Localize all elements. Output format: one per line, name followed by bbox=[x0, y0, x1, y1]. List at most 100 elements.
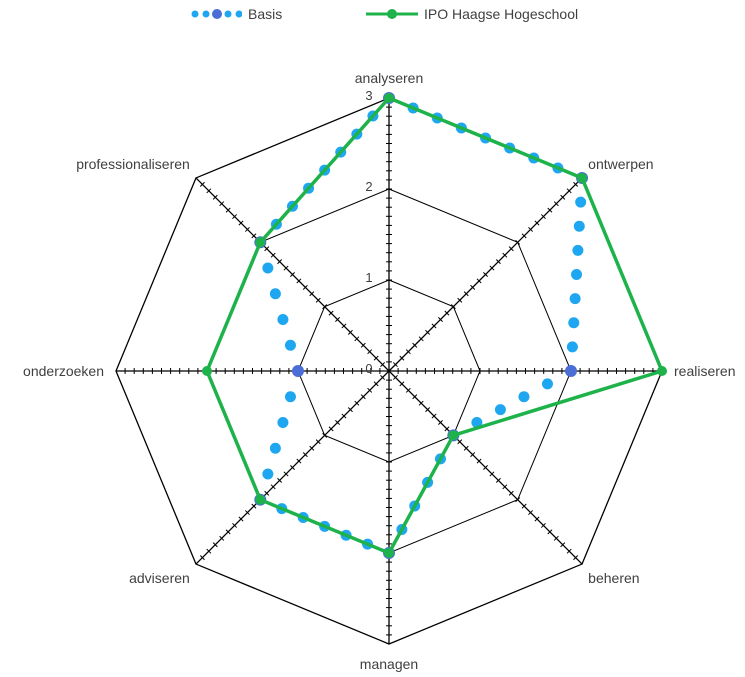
spoke-tick bbox=[380, 362, 386, 368]
ipo-point-onderzoeken bbox=[202, 366, 212, 376]
basis-dot bbox=[284, 339, 296, 351]
spoke-tick bbox=[489, 265, 495, 271]
spoke-tick bbox=[399, 381, 405, 387]
spoke-tick bbox=[232, 522, 238, 528]
spoke-tick bbox=[380, 374, 386, 380]
spoke-tick bbox=[212, 194, 218, 200]
basis-dot bbox=[568, 317, 580, 329]
spoke-tick bbox=[566, 188, 572, 194]
legend-label-ipo: IPO Haagse Hogeschool bbox=[424, 6, 579, 22]
spoke-tick bbox=[335, 317, 340, 322]
spoke-tick bbox=[502, 484, 508, 490]
spoke-tick bbox=[354, 400, 360, 406]
spoke-tick bbox=[560, 542, 566, 548]
spoke-tick bbox=[463, 445, 469, 451]
legend-label-basis: Basis bbox=[248, 6, 283, 22]
legend-item-ipo: IPO Haagse Hogeschool bbox=[366, 6, 578, 22]
radar-labels: 0 1 2 3 analyseren ontwerpen realiseren beheren… bbox=[23, 70, 735, 672]
spoke-tick bbox=[367, 387, 373, 393]
spoke-tick bbox=[470, 284, 476, 290]
spoke-tick bbox=[354, 336, 360, 342]
spoke-tick bbox=[277, 477, 283, 483]
axis-label-realiseren: realiseren bbox=[674, 363, 735, 379]
spoke-tick bbox=[206, 548, 212, 554]
ipo-point-beheren bbox=[448, 430, 459, 441]
spoke-tick bbox=[438, 420, 443, 425]
spoke-tick bbox=[444, 310, 450, 316]
spoke-tick bbox=[296, 458, 302, 464]
basis-dot bbox=[494, 404, 506, 416]
basis-point-realiseren bbox=[565, 365, 577, 377]
spoke-tick bbox=[553, 201, 559, 207]
spoke-tick bbox=[405, 387, 411, 393]
spoke-tick bbox=[309, 445, 315, 451]
spoke-tick bbox=[341, 323, 347, 329]
spoke-tick bbox=[528, 226, 534, 232]
ipo-point-professionaliseren bbox=[255, 237, 266, 248]
spoke-tick bbox=[341, 413, 347, 419]
legend: Basis IPO Haagse Hogeschool bbox=[0, 6, 745, 30]
spoke-tick bbox=[502, 252, 508, 258]
spoke-tick bbox=[315, 297, 321, 303]
legend-swatch-ipo bbox=[366, 9, 418, 19]
spoke-tick bbox=[457, 297, 463, 303]
spoke-tick bbox=[283, 265, 289, 271]
spoke-tick bbox=[489, 471, 495, 477]
spoke-tick bbox=[199, 181, 205, 187]
spoke-tick bbox=[431, 323, 437, 329]
spoke-tick bbox=[322, 304, 328, 310]
spoke-tick bbox=[225, 529, 231, 535]
spoke-tick bbox=[540, 214, 546, 220]
axis-label-managen: managen bbox=[360, 656, 418, 672]
spoke-tick bbox=[418, 336, 424, 342]
ipo-point-analyseren bbox=[384, 93, 394, 103]
spoke-tick bbox=[290, 465, 295, 470]
basis-dot bbox=[262, 468, 274, 480]
spoke-tick bbox=[360, 394, 366, 400]
basis-dot bbox=[277, 314, 289, 326]
spoke-tick bbox=[302, 284, 308, 290]
spoke-tick bbox=[412, 394, 418, 400]
ipo-point-ontwerpen bbox=[577, 172, 588, 183]
spoke-tick bbox=[534, 516, 540, 522]
spoke-tick bbox=[521, 233, 527, 239]
r-tick-label: 1 bbox=[365, 270, 372, 285]
spoke-tick bbox=[283, 471, 289, 477]
spoke-tick bbox=[476, 458, 482, 464]
axis-label-adviseren: adviseren bbox=[129, 570, 190, 586]
spoke-tick bbox=[515, 497, 521, 503]
spoke-tick bbox=[412, 342, 418, 348]
spoke-tick bbox=[315, 439, 321, 445]
basis-dot bbox=[569, 293, 581, 305]
spoke-tick bbox=[457, 439, 463, 445]
spoke-tick bbox=[528, 510, 534, 516]
legend-item-basis: Basis bbox=[190, 6, 282, 22]
basis-point-onderzoeken bbox=[292, 365, 304, 377]
spoke-tick bbox=[425, 407, 431, 413]
spoke-tick bbox=[373, 381, 379, 387]
spoke-tick bbox=[244, 510, 250, 516]
spoke-tick bbox=[302, 452, 308, 458]
spoke-tick bbox=[425, 329, 431, 335]
spoke-tick bbox=[450, 304, 456, 310]
spoke-tick bbox=[360, 342, 366, 348]
basis-dot bbox=[262, 262, 274, 274]
spoke-tick bbox=[392, 374, 398, 380]
r-tick-label: 2 bbox=[365, 179, 372, 194]
spoke-tick bbox=[212, 542, 218, 548]
spoke-tick bbox=[399, 355, 405, 361]
spoke-tick bbox=[309, 291, 315, 297]
spoke-tick bbox=[264, 246, 270, 252]
basis-dot bbox=[575, 196, 587, 208]
spoke-tick bbox=[328, 310, 334, 316]
spoke-tick bbox=[521, 503, 527, 509]
spoke-tick bbox=[238, 220, 244, 226]
spoke-tick bbox=[322, 432, 328, 438]
spoke-tick bbox=[438, 317, 443, 322]
spoke-tick bbox=[515, 239, 521, 245]
axis-label-professionaliseren: professionaliseren bbox=[76, 156, 190, 172]
spoke-tick bbox=[463, 291, 469, 297]
spoke-tick bbox=[328, 426, 334, 432]
spoke-tick bbox=[508, 246, 514, 252]
